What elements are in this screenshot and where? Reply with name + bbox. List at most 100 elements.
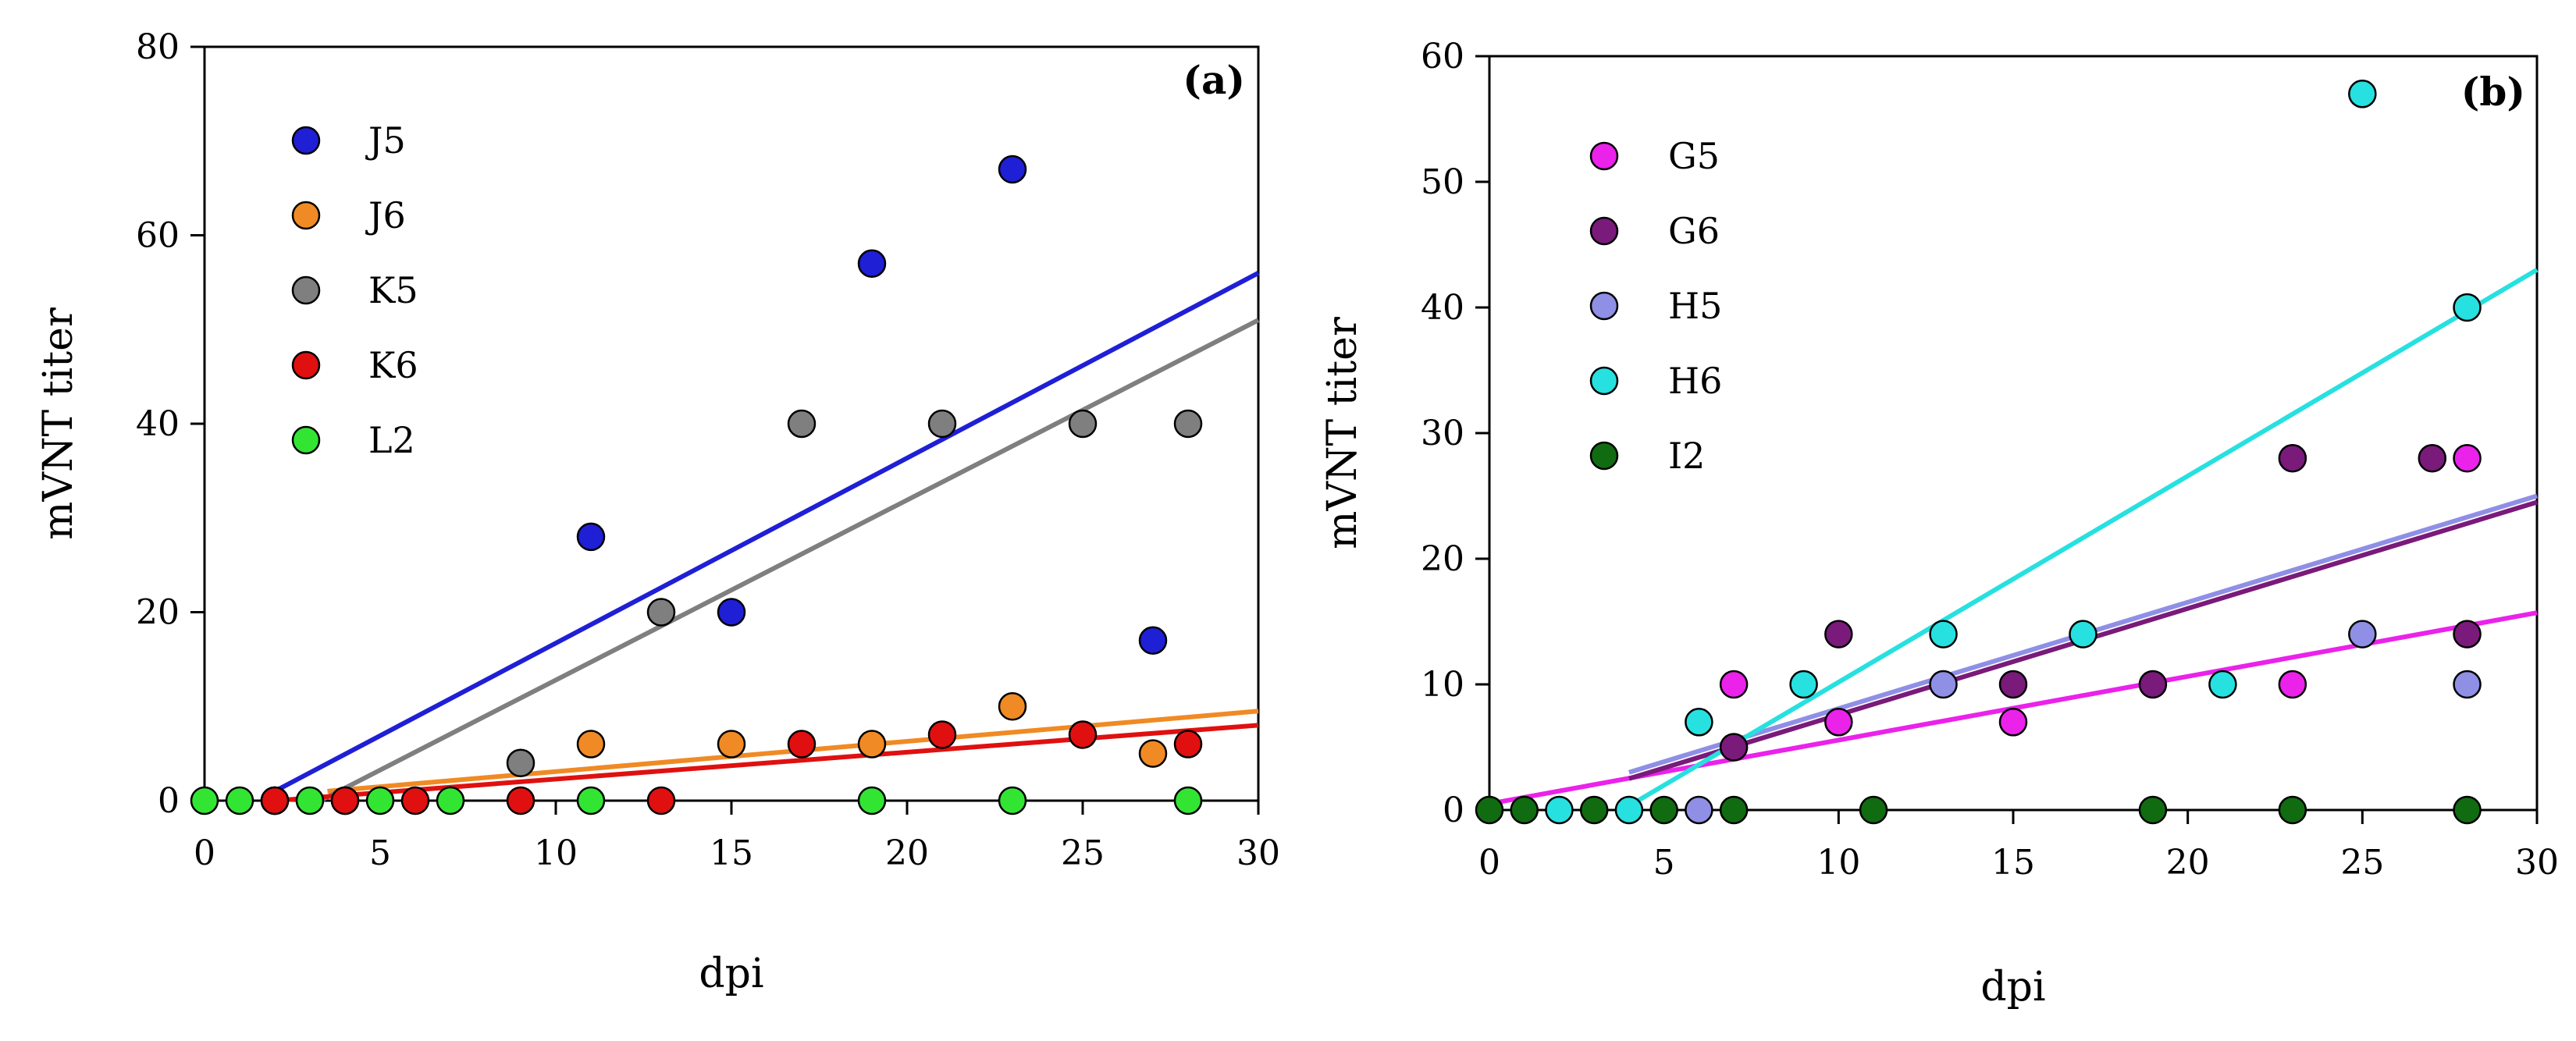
panel-b: 0 5 10 15 20 25 30 0 10 20 30 40 50 60 dpi mVNT titer (b… [1319, 37, 2559, 1011]
data-point-h6 [2208, 670, 2237, 699]
data-point-i2 [1475, 795, 1504, 825]
data-point-k6 [927, 720, 957, 749]
y-tick-label: 40 [136, 404, 180, 444]
data-point-k6 [400, 786, 430, 815]
x-tick-label: 20 [2166, 843, 2210, 883]
y-tick-label: 30 [1421, 414, 1464, 453]
panel-a: 0 5 10 15 20 25 30 0 20 40 60 80 dpi mVNT titer (a) J5 J… [35, 27, 1280, 997]
data-point-i2 [2278, 795, 2307, 825]
data-point-j6 [998, 692, 1027, 721]
legend-marker-j5 [291, 126, 321, 155]
x-axis-label: dpi [699, 950, 763, 997]
data-point-j5 [576, 522, 606, 552]
data-point-k6 [330, 786, 360, 815]
y-tick-label: 10 [1421, 665, 1464, 705]
y-tick-label: 80 [136, 27, 180, 67]
data-point-h6 [1545, 795, 1574, 825]
data-point-g5 [1824, 708, 1853, 737]
trend-line-j5 [273, 271, 1260, 794]
data-point-k6 [506, 786, 535, 815]
legend-label-k5: K5 [368, 269, 418, 311]
x-tick-label: 25 [2340, 843, 2384, 883]
legend-marker-i2 [1589, 441, 1619, 471]
data-point-h6 [2348, 80, 2377, 108]
legend-marker-k6 [291, 350, 321, 380]
data-point-l2 [190, 786, 219, 815]
data-point-j5 [998, 155, 1027, 184]
x-axis-label: dpi [1980, 964, 2045, 1011]
y-tick-label: 40 [1421, 288, 1464, 328]
data-point-g6 [2418, 443, 2447, 473]
y-tick-label: 0 [158, 781, 180, 821]
data-point-i2 [1579, 795, 1609, 825]
legend-marker-l2 [291, 425, 321, 455]
panel-tag: (b) [2461, 69, 2525, 115]
data-point-i2 [1649, 795, 1678, 825]
data-point-l2 [576, 786, 606, 815]
data-point-j6 [857, 730, 887, 759]
x-tick-label: 30 [2515, 843, 2559, 883]
x-tick-label: 20 [885, 833, 929, 873]
data-point-j6 [1138, 739, 1168, 768]
data-point-k6 [646, 786, 676, 815]
data-point-l2 [1173, 786, 1203, 815]
data-point-g6 [2453, 620, 2482, 648]
data-point-l2 [998, 786, 1027, 815]
legend-marker-g6 [1589, 216, 1619, 246]
legend-marker-h5 [1589, 291, 1619, 321]
legend-label-h6: H6 [1668, 360, 1722, 402]
data-point-l2 [225, 786, 254, 815]
data-point-k5 [1068, 409, 1098, 439]
data-point-j6 [576, 730, 606, 759]
data-point-l2 [365, 786, 395, 815]
x-tick-label: 5 [1653, 843, 1675, 883]
legend-marker-j6 [291, 201, 321, 230]
data-point-h6 [2069, 620, 2097, 648]
legend-label-i2: I2 [1668, 435, 1705, 477]
legend-label-j6: J6 [365, 194, 406, 236]
data-point-h5 [2348, 620, 2377, 648]
x-tick-label: 30 [1236, 833, 1280, 873]
legend-label-j5: J5 [365, 119, 406, 162]
legend-label-h5: H5 [1668, 285, 1722, 327]
legend-label-l2: L2 [368, 419, 415, 461]
trend-line-h6 [1621, 268, 2539, 812]
data-point-j5 [1138, 626, 1168, 655]
data-point-k5 [646, 598, 676, 627]
legend-label-g6: G6 [1668, 210, 1720, 252]
data-point-l2 [857, 786, 887, 815]
data-point-k6 [787, 730, 817, 759]
trend-line-k5 [319, 318, 1260, 803]
data-point-h5 [1929, 670, 1958, 699]
data-point-k5 [1173, 409, 1203, 439]
data-point-h6 [1614, 795, 1644, 825]
y-axis-label: mVNT titer [1319, 317, 1366, 549]
legend-marker-g5 [1589, 141, 1619, 171]
data-point-j6 [717, 730, 746, 759]
y-tick-label: 0 [1443, 791, 1464, 830]
data-point-i2 [2138, 795, 2168, 825]
data-point-k5 [787, 409, 817, 439]
legend-marker-h6 [1589, 366, 1619, 396]
data-point-i2 [2453, 795, 2482, 825]
data-point-g5 [1998, 708, 2028, 737]
data-point-g5 [2278, 670, 2307, 699]
data-point-j5 [857, 249, 887, 278]
data-point-g6 [1719, 733, 1749, 762]
x-tick-label: 0 [1478, 843, 1500, 883]
data-point-g6 [1824, 620, 1853, 648]
data-point-i2 [1719, 795, 1749, 825]
y-tick-label: 60 [1421, 37, 1464, 76]
data-point-g6 [2278, 443, 2307, 473]
data-point-k6 [260, 786, 290, 815]
data-point-l2 [295, 786, 325, 815]
data-point-h6 [1929, 620, 1958, 648]
data-point-h5 [2453, 670, 2482, 699]
x-tick-label: 10 [534, 833, 578, 873]
legend-label-g5: G5 [1668, 135, 1720, 177]
data-point-h6 [1685, 708, 1713, 737]
x-tick-label: 15 [1991, 843, 2035, 883]
data-point-k6 [1068, 720, 1098, 749]
